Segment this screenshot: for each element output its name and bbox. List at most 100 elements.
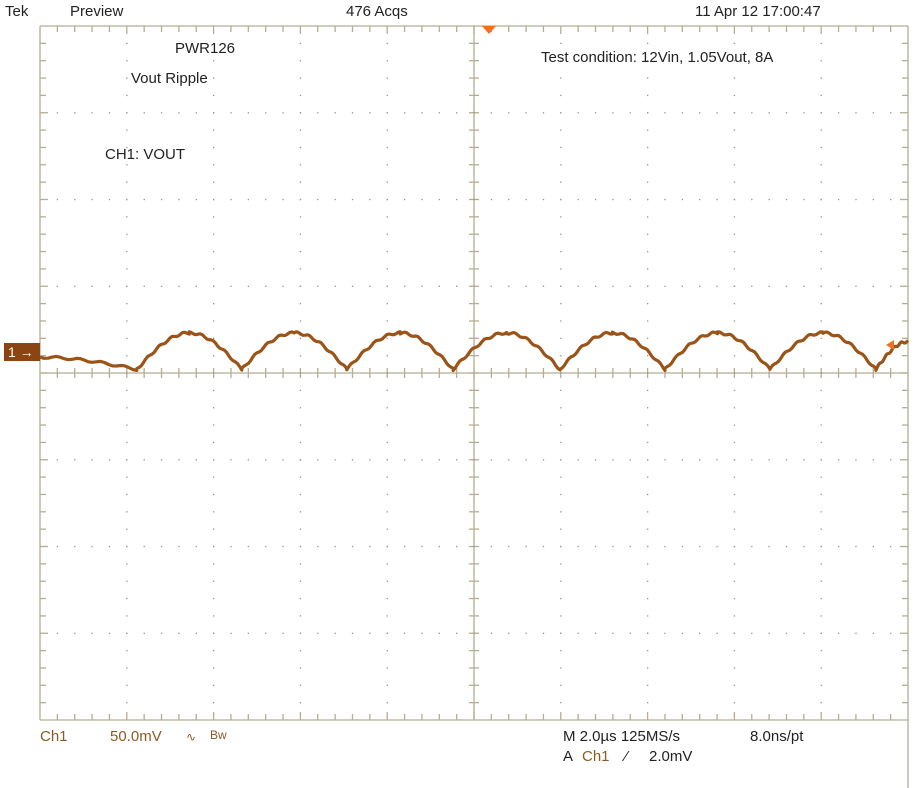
grid-dot [733,233,736,235]
grid-dot [317,285,319,287]
measurement-label: Vout Ripple [131,70,208,87]
grid-dot [751,285,753,287]
grid-dot [525,632,527,634]
grid-dot [594,198,597,201]
grid-dot [299,493,302,496]
grid-dot [490,545,493,548]
grid-dot [213,250,215,253]
trigger-slope-icon: ⁄ [625,748,628,765]
grid-dot [560,545,562,548]
grid-dot [803,545,805,548]
grid-dot [629,285,631,287]
grid-dot [299,77,302,79]
grid-dot [438,545,440,548]
grid-dot [785,112,788,114]
grid-dot [386,545,388,548]
grid-dot [126,198,128,201]
grid-dot [369,285,371,287]
grid-dot [386,389,388,392]
trigger-source[interactable]: Ch1 [582,748,610,765]
grid-dot [560,580,562,582]
grid-dot [213,545,215,548]
grid-dot [386,198,388,201]
bandwidth-limit-icon: Bw [210,728,227,742]
grid-dot [213,129,215,131]
grid-dot [126,459,128,461]
grid-dot [160,632,163,634]
grid-dot [230,459,232,461]
grid-dot [855,112,857,114]
grid-dot [126,632,128,634]
grid-dot [629,198,631,201]
grid-dot [733,493,736,496]
grid-dot [820,545,822,548]
grid-dot [542,285,545,287]
grid-dot [629,459,631,461]
grid-dot [733,389,736,392]
grid-dot [560,528,562,530]
grid-dot [213,511,215,513]
grid-dot [872,545,874,548]
grid-dot [647,407,649,409]
grid-dot [126,285,128,287]
grid-dot [820,181,822,183]
footer-channel[interactable]: Ch1 [40,728,68,745]
grid-dot [403,112,406,114]
grid-dot [647,424,649,426]
grid-dot [490,459,493,461]
grid-dot [820,268,822,270]
grid-dot [733,441,736,444]
grid-dot [768,285,770,287]
timebase[interactable]: M 2.0µs 125MS/s [563,728,681,745]
grid-dot [733,684,736,686]
grid-dot [421,198,423,201]
grid-dot [872,112,874,114]
grid-dot [126,355,128,357]
grid-dot [247,545,250,548]
grid-dot [560,250,562,253]
grid-dot [247,632,250,634]
grid-dot [299,60,302,62]
grid-dot [108,459,111,461]
grid-dot [542,545,545,548]
trigger-prefix: A [563,748,574,765]
grid-dot [195,545,197,548]
grid-dot [560,632,562,634]
grid-dot [386,181,388,183]
grid-dot [647,476,649,478]
grid-dot [299,337,302,339]
grid-dot [91,545,93,548]
trigger-level[interactable]: 2.0mV [649,748,693,765]
grid-dot [837,112,840,114]
grid-dot [126,702,128,704]
grid-dot [91,112,93,114]
grid-dot [820,476,822,478]
grid-dot [560,424,562,426]
grid-dot [612,632,614,634]
channel-marker-label: 1 [8,344,16,360]
grid-dot [629,112,631,114]
grid-dot [733,528,736,530]
grid-dot [820,198,822,201]
grid-dot [560,112,562,114]
grid-dot [577,112,579,114]
grid-dot [299,164,302,166]
grid-dot [577,198,579,201]
grid-dot [560,77,562,79]
grid-dot [126,650,128,652]
grid-dot [126,528,128,530]
grid-dot [265,459,267,461]
test-condition: Test condition: 12Vin, 1.05Vout, 8A [541,49,774,66]
vertical-scale[interactable]: 50.0mV [110,728,162,745]
grid-dot [820,632,822,634]
grid-dot [299,216,302,218]
grid-dot [334,632,336,634]
grid-dot [247,198,250,201]
grid-dot [74,198,76,201]
channel-1-marker[interactable]: 1 → [4,343,40,361]
grid-dot [195,285,197,287]
grid-dot [213,181,215,183]
grid-dot [108,632,111,634]
grid-dot [594,112,597,114]
grid-dot [577,459,579,461]
